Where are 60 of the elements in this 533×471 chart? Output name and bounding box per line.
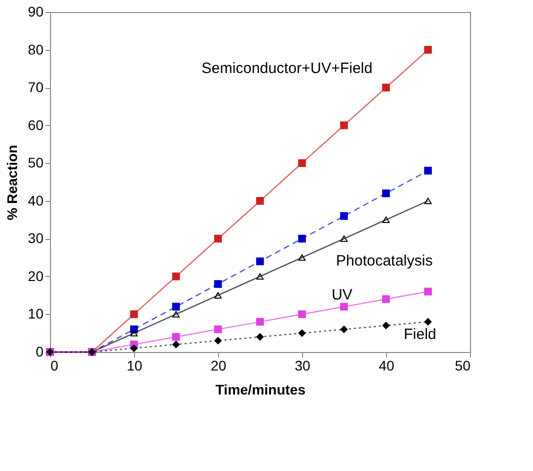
y-tick-label: 80 xyxy=(28,41,44,58)
point xyxy=(256,318,264,326)
point xyxy=(130,310,138,318)
y-tick-label: 20 xyxy=(28,268,44,284)
y-tick-label: 30 xyxy=(28,230,44,246)
point xyxy=(256,333,264,341)
series-label: Semiconductor+UV+Field xyxy=(202,60,372,78)
point xyxy=(424,166,432,175)
point xyxy=(172,333,180,341)
series-label: Field xyxy=(404,326,436,343)
point xyxy=(340,212,348,220)
series-label: Photocatalysis xyxy=(336,252,433,270)
point xyxy=(298,254,306,261)
point xyxy=(130,330,138,336)
point xyxy=(214,280,222,288)
point xyxy=(340,121,348,130)
point xyxy=(256,197,264,205)
point xyxy=(214,336,222,345)
point xyxy=(382,216,390,224)
point xyxy=(382,84,390,92)
point xyxy=(424,288,432,296)
point xyxy=(298,310,306,318)
x-tick-label: 10 xyxy=(126,358,142,374)
x-tick-label: 0 xyxy=(50,358,58,374)
point xyxy=(382,189,390,198)
y-tick-label: 90 xyxy=(28,4,44,20)
point xyxy=(172,340,180,348)
y-tick-label: 50 xyxy=(28,154,44,171)
x-tick-label: 50 xyxy=(454,358,471,374)
point xyxy=(382,295,390,303)
series-label: UV xyxy=(332,286,352,304)
point xyxy=(382,322,390,330)
x-axis-title: Time/minutes xyxy=(216,382,306,398)
x-tick-label: 20 xyxy=(210,358,226,374)
point xyxy=(424,318,432,326)
point xyxy=(172,302,180,311)
y-tick-label: 10 xyxy=(28,306,44,322)
point xyxy=(214,325,222,334)
point xyxy=(298,234,306,243)
point xyxy=(340,235,348,242)
point xyxy=(214,234,222,243)
y-tick-label: 60 xyxy=(28,116,44,133)
point xyxy=(130,344,138,352)
point xyxy=(256,273,264,280)
y-tick-label: 0 xyxy=(36,344,44,360)
point xyxy=(214,292,222,299)
point xyxy=(298,159,306,167)
y-axis-title: % Reaction xyxy=(4,144,20,220)
point xyxy=(172,272,180,280)
point xyxy=(298,329,306,337)
point xyxy=(340,325,348,334)
point xyxy=(340,302,348,311)
y-tick-label: 70 xyxy=(28,79,44,96)
y-tick-label: 40 xyxy=(28,192,44,208)
x-tick-label: 30 xyxy=(294,358,310,374)
point xyxy=(424,198,432,204)
point xyxy=(172,310,180,318)
point xyxy=(256,257,264,266)
point xyxy=(424,46,432,54)
x-tick-label: 40 xyxy=(378,358,394,374)
